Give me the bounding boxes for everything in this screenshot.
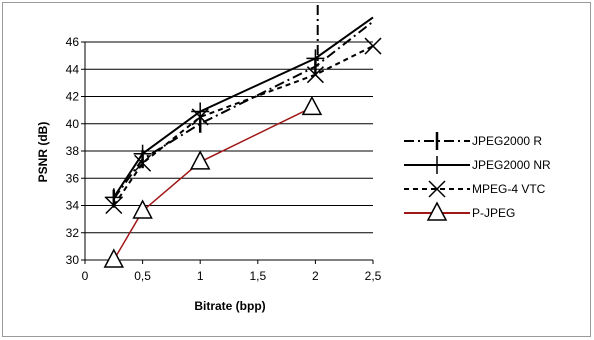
series-line-jpeg2000-nr xyxy=(112,16,374,198)
series-line-p-jpeg xyxy=(113,106,313,260)
marker-layer xyxy=(103,37,382,268)
data-point-mpeg-4-vtc xyxy=(364,37,382,55)
data-point-mpeg-4-vtc xyxy=(191,108,209,126)
x-tick-label: 2 xyxy=(312,269,319,283)
x-axis-title: Bitrate (bpp) xyxy=(194,299,265,313)
data-point-mpeg-4-vtc xyxy=(134,154,152,172)
y-axis-title: PSNR (dB) xyxy=(36,122,50,183)
legend-label: JPEG2000 NR xyxy=(472,158,551,172)
y-tick-label: 36 xyxy=(66,171,80,185)
y-tick-label: 34 xyxy=(66,199,80,213)
legend-item-jpeg2000-r: JPEG2000 R xyxy=(404,132,542,150)
data-point-mpeg-4-vtc xyxy=(105,196,123,215)
legend: JPEG2000 R JPEG2000 NR MPEG-4 VTC P-JPEG xyxy=(404,132,551,221)
x-tick-label: 2,5 xyxy=(365,269,382,283)
y-tick-label: 38 xyxy=(66,144,80,158)
data-point-p-jpeg xyxy=(103,248,125,268)
series-line-jpeg2000-r xyxy=(112,20,374,200)
legend-marker xyxy=(428,180,446,198)
data-point-p-jpeg xyxy=(189,150,211,170)
legend-marker xyxy=(428,156,446,174)
series-line-mpeg-4-vtc xyxy=(112,45,374,207)
chart-frame xyxy=(2,2,591,337)
legend-item-p-jpeg: P-JPEG xyxy=(404,201,515,221)
legend-label: JPEG2000 R xyxy=(472,134,542,148)
legend-item-mpeg-4-vtc: MPEG-4 VTC xyxy=(404,180,546,198)
x-tick-label: 1 xyxy=(197,269,204,283)
data-point-p-jpeg xyxy=(301,95,323,116)
y-tick-label: 30 xyxy=(66,253,80,267)
data-point-mpeg-4-vtc xyxy=(306,66,324,84)
data-point-jpeg2000-nr xyxy=(133,144,152,163)
legend-label: P-JPEG xyxy=(472,206,515,220)
ticks-layer: 30 32 34 36 38 40 42 44 46 0 0,5 1 1,5 2 2,5 xyxy=(66,35,382,283)
y-tick-label: 40 xyxy=(66,117,80,131)
x-tick-label: 0 xyxy=(82,269,89,283)
x-tick-label: 0,5 xyxy=(134,269,151,283)
y-tick-label: 44 xyxy=(66,62,80,76)
y-tick-label: 32 xyxy=(66,226,80,240)
data-point-jpeg2000-nr xyxy=(306,49,325,68)
legend-marker xyxy=(426,201,448,221)
series-layer xyxy=(112,5,374,260)
legend-item-jpeg2000-nr: JPEG2000 NR xyxy=(404,156,551,174)
y-tick-label: 46 xyxy=(66,35,80,49)
grid-layer xyxy=(85,41,373,234)
legend-label: MPEG-4 VTC xyxy=(472,182,546,196)
data-point-p-jpeg xyxy=(132,199,153,219)
y-tick-label: 42 xyxy=(66,90,80,104)
x-tick-label: 1,5 xyxy=(249,269,266,283)
data-point-jpeg2000-nr xyxy=(104,188,123,207)
